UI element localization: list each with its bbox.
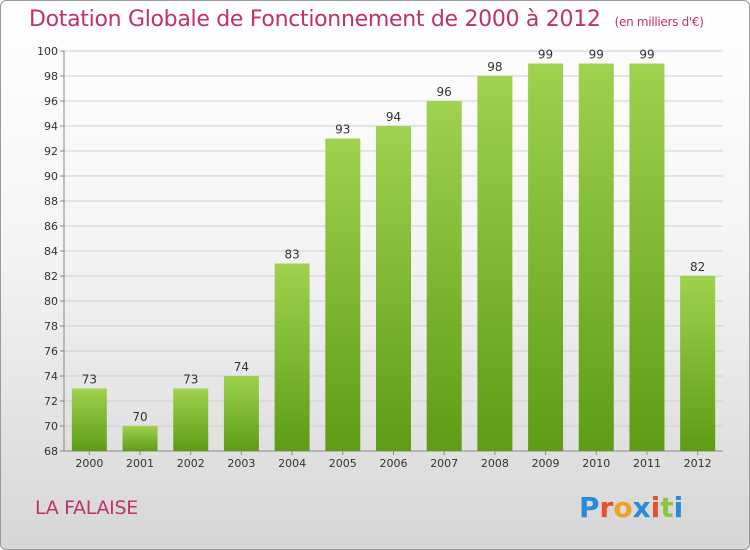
y-tick-label: 70 <box>44 420 58 433</box>
logo-letter: o <box>613 491 633 524</box>
bar-2009 <box>528 63 564 451</box>
y-tick-label: 76 <box>44 345 58 358</box>
y-tick-label: 74 <box>44 370 58 383</box>
bar-2001 <box>122 426 158 451</box>
proxiti-logo: Proxiti <box>579 491 683 524</box>
bar-2011 <box>629 63 665 451</box>
x-tick-label-2001: 2001 <box>126 457 154 470</box>
bar-2010 <box>578 63 614 451</box>
x-tick-label-2009: 2009 <box>532 457 560 470</box>
title-text: Dotation Globale de Fonctionnement de 20… <box>29 7 601 32</box>
bar-2000 <box>71 388 107 451</box>
y-tick-label: 68 <box>44 445 58 458</box>
y-tick-label: 100 <box>37 45 58 58</box>
logo-letter: r <box>599 491 614 524</box>
data-label-2010: 99 <box>589 48 604 62</box>
bar-2005 <box>325 138 361 451</box>
y-tick-label: 78 <box>44 320 58 333</box>
logo-letter: i <box>650 491 661 524</box>
y-tick-label: 94 <box>44 120 58 133</box>
y-tick-label: 84 <box>44 245 58 258</box>
data-label-2008: 98 <box>487 60 502 74</box>
x-tick-label-2007: 2007 <box>430 457 458 470</box>
data-label-2006: 94 <box>386 110 401 124</box>
y-tick-label: 80 <box>44 295 58 308</box>
data-label-2011: 99 <box>639 48 654 62</box>
y-tick-label: 88 <box>44 195 58 208</box>
x-tick-label-2008: 2008 <box>481 457 509 470</box>
logo-letter: i <box>673 491 684 524</box>
data-label-2000: 73 <box>82 373 97 387</box>
x-tick-label-2004: 2004 <box>278 457 306 470</box>
chart-title: Dotation Globale de Fonctionnement de 20… <box>29 7 704 32</box>
bar-2007 <box>426 101 462 451</box>
data-label-2002: 73 <box>183 373 198 387</box>
y-tick-label: 82 <box>44 270 58 283</box>
y-tick-label: 92 <box>44 145 58 158</box>
data-label-2004: 83 <box>284 248 299 262</box>
data-label-2009: 99 <box>538 48 553 62</box>
bar-2008 <box>477 76 513 451</box>
data-label-2007: 96 <box>437 85 452 99</box>
x-tick-label-2011: 2011 <box>633 457 661 470</box>
bar-2004 <box>274 263 310 451</box>
logo-letter: P <box>579 491 600 524</box>
y-tick-label: 86 <box>44 220 58 233</box>
commune-name: LA FALAISE <box>35 497 138 519</box>
x-tick-label-2005: 2005 <box>329 457 357 470</box>
data-label-2001: 70 <box>132 410 147 424</box>
y-tick-label: 96 <box>44 95 58 108</box>
bar-2012 <box>680 276 716 451</box>
x-tick-label-2003: 2003 <box>227 457 255 470</box>
x-tick-label-2000: 2000 <box>75 457 103 470</box>
data-label-2012: 82 <box>690 260 705 274</box>
x-tick-label-2002: 2002 <box>177 457 205 470</box>
bar-2002 <box>173 388 209 451</box>
x-tick-label-2012: 2012 <box>684 457 712 470</box>
x-tick-label-2010: 2010 <box>582 457 610 470</box>
logo-letter: x <box>632 491 651 524</box>
y-tick-label: 98 <box>44 70 58 83</box>
y-tick-label: 72 <box>44 395 58 408</box>
title-unit: (en milliers d'€) <box>614 15 704 29</box>
data-label-2005: 93 <box>335 123 350 137</box>
x-tick-label-2006: 2006 <box>380 457 408 470</box>
data-label-2003: 74 <box>234 360 249 374</box>
logo-letter: t <box>660 491 674 524</box>
y-tick-label: 90 <box>44 170 58 183</box>
bar-2006 <box>376 126 411 451</box>
bar-2003 <box>223 376 259 451</box>
